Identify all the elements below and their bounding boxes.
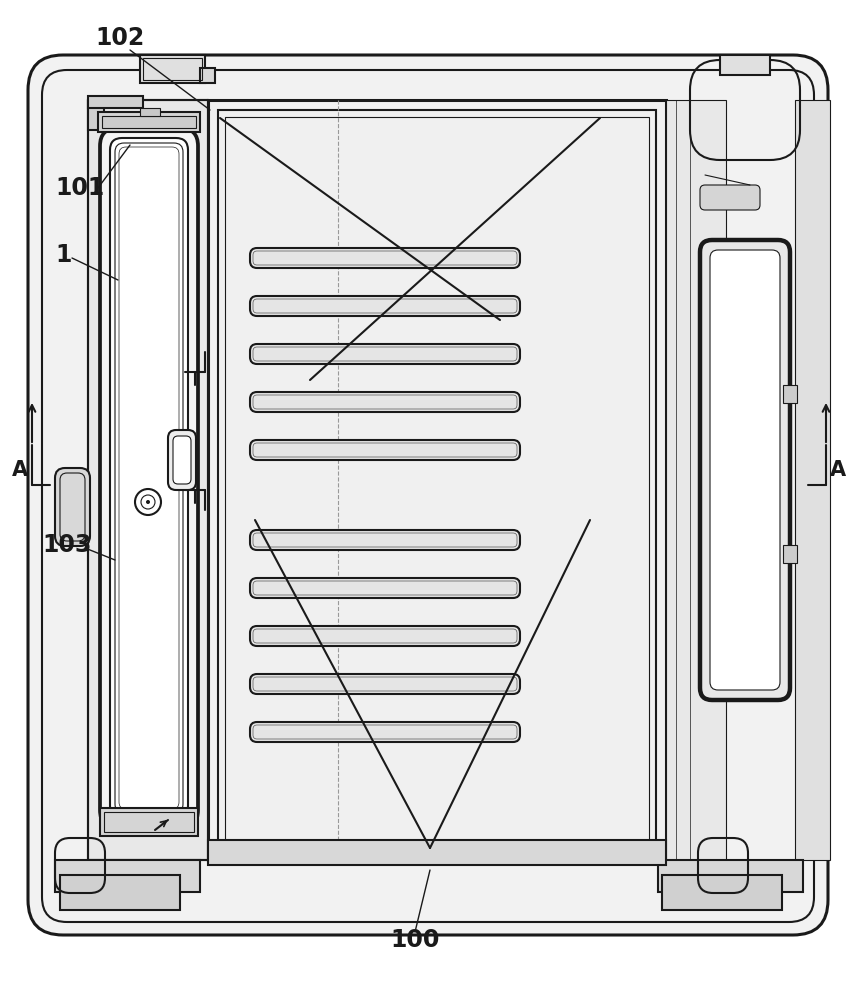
Bar xyxy=(208,100,666,860)
FancyBboxPatch shape xyxy=(55,468,90,546)
Bar xyxy=(140,108,160,116)
FancyBboxPatch shape xyxy=(173,436,191,484)
Bar xyxy=(225,117,649,843)
Text: A: A xyxy=(830,460,846,480)
Bar xyxy=(102,116,196,128)
Text: 103: 103 xyxy=(42,533,91,557)
Bar xyxy=(200,68,215,83)
Bar xyxy=(100,808,198,836)
FancyBboxPatch shape xyxy=(250,674,520,694)
Bar xyxy=(88,100,104,130)
Bar xyxy=(662,875,782,910)
FancyBboxPatch shape xyxy=(100,128,198,828)
FancyBboxPatch shape xyxy=(700,240,790,700)
FancyBboxPatch shape xyxy=(250,248,520,268)
Bar xyxy=(658,860,803,892)
FancyBboxPatch shape xyxy=(250,722,520,742)
Bar xyxy=(55,860,200,892)
FancyBboxPatch shape xyxy=(250,440,520,460)
FancyBboxPatch shape xyxy=(710,250,780,690)
FancyBboxPatch shape xyxy=(250,392,520,412)
Text: 102: 102 xyxy=(95,26,144,50)
Bar xyxy=(88,100,208,860)
FancyBboxPatch shape xyxy=(250,530,520,550)
Bar xyxy=(795,100,830,860)
Bar xyxy=(208,840,666,865)
FancyBboxPatch shape xyxy=(28,55,828,935)
Bar xyxy=(218,110,656,850)
FancyBboxPatch shape xyxy=(250,344,520,364)
Text: A: A xyxy=(12,460,28,480)
Bar xyxy=(88,96,143,108)
Bar xyxy=(720,55,770,75)
FancyBboxPatch shape xyxy=(110,138,188,818)
Bar xyxy=(98,112,200,132)
Bar xyxy=(143,58,202,80)
FancyBboxPatch shape xyxy=(700,185,760,210)
Bar xyxy=(140,55,205,83)
Text: 100: 100 xyxy=(390,928,439,952)
Text: 101: 101 xyxy=(55,176,105,200)
Text: 1: 1 xyxy=(55,243,71,267)
Bar xyxy=(783,385,797,403)
FancyBboxPatch shape xyxy=(250,626,520,646)
Bar xyxy=(783,545,797,563)
FancyBboxPatch shape xyxy=(168,430,196,490)
Bar xyxy=(104,812,194,832)
Bar xyxy=(666,100,726,860)
FancyBboxPatch shape xyxy=(250,296,520,316)
Bar xyxy=(60,875,180,910)
Circle shape xyxy=(146,500,150,504)
FancyBboxPatch shape xyxy=(250,578,520,598)
